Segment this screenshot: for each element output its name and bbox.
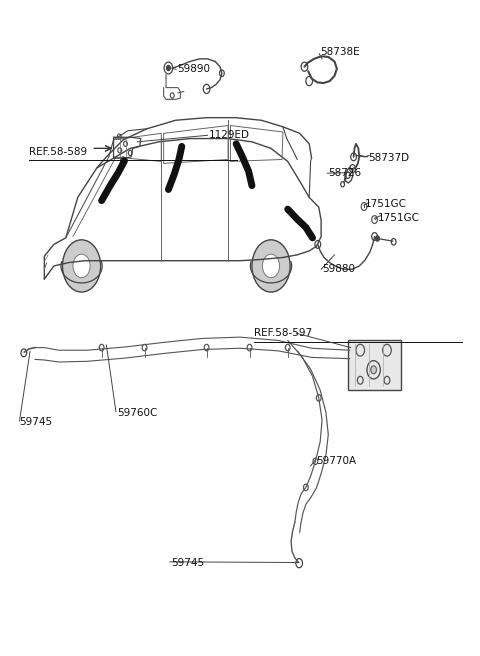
Text: 58726: 58726 xyxy=(328,168,361,178)
Text: REF.58-597: REF.58-597 xyxy=(254,328,312,338)
Circle shape xyxy=(62,240,101,292)
Circle shape xyxy=(371,366,376,374)
Text: 59745: 59745 xyxy=(20,417,53,427)
Text: 59745: 59745 xyxy=(171,558,204,568)
Text: 59890: 59890 xyxy=(177,64,210,74)
Text: 1751GC: 1751GC xyxy=(365,199,407,209)
Circle shape xyxy=(375,236,379,241)
Text: REF.58-589: REF.58-589 xyxy=(29,147,87,157)
Text: 1129ED: 1129ED xyxy=(209,131,250,140)
Text: 59760C: 59760C xyxy=(117,408,157,418)
Text: 1751GC: 1751GC xyxy=(377,213,420,223)
Circle shape xyxy=(73,254,90,277)
Circle shape xyxy=(263,254,280,277)
Text: 58738E: 58738E xyxy=(320,47,360,57)
Circle shape xyxy=(167,66,170,71)
Text: 59880: 59880 xyxy=(322,264,355,274)
FancyBboxPatch shape xyxy=(348,340,401,390)
Text: 58737D: 58737D xyxy=(368,153,409,163)
Text: 59770A: 59770A xyxy=(316,457,357,466)
Circle shape xyxy=(252,240,290,292)
